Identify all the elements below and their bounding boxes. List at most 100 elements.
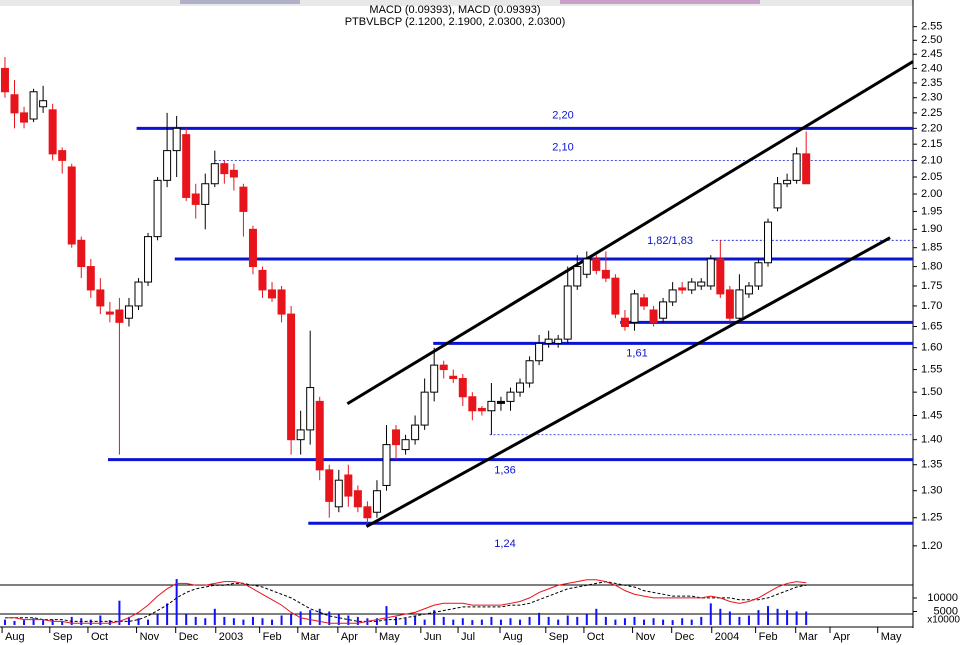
level-label: 1,36 — [494, 465, 515, 477]
candle-body — [487, 400, 496, 412]
volume-bar — [375, 618, 378, 625]
y-tick-label: 1.20 — [921, 540, 942, 552]
volume-bar — [805, 611, 808, 625]
candle-body — [306, 387, 315, 431]
candle-body — [725, 289, 734, 319]
candle-body — [582, 258, 591, 275]
x-tick-label: May — [881, 631, 902, 643]
volume-bar — [452, 619, 455, 625]
candle-body — [372, 490, 381, 513]
y-tick-label: 10000 — [927, 592, 958, 604]
candle-body — [744, 285, 753, 295]
candle-body — [96, 289, 105, 307]
candle-body — [687, 281, 696, 291]
volume-bar — [166, 603, 169, 625]
candle-body — [239, 186, 248, 212]
level-label: 2,10 — [552, 141, 573, 153]
volume-bar — [566, 615, 569, 625]
volume-bar — [547, 616, 550, 625]
y-tick-label: 2.10 — [921, 154, 942, 166]
volume-bar — [175, 579, 178, 625]
y-tick-label: 2.45 — [921, 48, 942, 60]
candle-body — [210, 163, 219, 185]
candle-body — [468, 396, 477, 412]
x-tick-label: Feb — [759, 631, 778, 643]
x-tick-label: May — [379, 631, 400, 643]
x-tick-label: Nov — [636, 631, 656, 643]
volume-bar — [395, 616, 398, 625]
candle-body — [277, 289, 286, 315]
candle-body — [287, 313, 296, 441]
candle-body — [10, 94, 19, 114]
volume-bar — [51, 619, 54, 625]
volume-bar — [690, 619, 693, 625]
candle-body — [382, 444, 391, 486]
volume-bar — [557, 619, 560, 625]
x-tick-label: 2004 — [715, 631, 739, 643]
volume-bar — [194, 616, 197, 625]
volume-bar — [61, 620, 64, 625]
x-tick-label: Mar — [799, 631, 818, 643]
x-tick-label: Apr — [833, 631, 850, 643]
candle-body — [802, 153, 811, 185]
candle-body — [296, 429, 305, 441]
candle-body — [573, 266, 582, 287]
candle-body — [668, 289, 677, 303]
candle-body — [248, 228, 257, 268]
volume-bar — [242, 619, 245, 625]
volume-bar — [461, 618, 464, 625]
candle-body — [401, 439, 410, 451]
y-tick-label: 2.40 — [921, 62, 942, 74]
volume-bar — [318, 608, 321, 625]
candle-body — [39, 100, 48, 108]
candle-body — [420, 391, 429, 426]
candle-body — [439, 364, 448, 371]
volume-bar — [223, 616, 226, 625]
x-tick-label: Sep — [53, 631, 73, 643]
candle-body — [620, 317, 629, 328]
candle-body — [191, 193, 200, 205]
x-tick-label: Aug — [5, 631, 25, 643]
y-tick-label: 1.70 — [921, 300, 942, 312]
candle-body — [58, 150, 67, 161]
y-tick-label: 1.40 — [921, 434, 942, 446]
y-tick-label: 1.45 — [921, 409, 942, 421]
toolbar-strip — [180, 0, 300, 4]
candle-body — [124, 305, 133, 319]
volume-bar — [42, 620, 45, 625]
y-tick-label: 1.35 — [921, 459, 942, 471]
candle-body — [544, 338, 553, 344]
volume-bar — [108, 620, 111, 625]
toolbar-strip — [560, 0, 760, 4]
volume-bar — [356, 616, 359, 625]
candle-body — [115, 309, 124, 323]
candle-body — [630, 293, 639, 323]
candle-body — [516, 382, 525, 393]
candle-body — [554, 338, 563, 344]
candle-body — [258, 269, 267, 291]
candle-body — [134, 281, 143, 307]
volume-bar — [623, 618, 626, 625]
candle-body — [592, 258, 601, 271]
x-tick-label: Dec — [675, 631, 695, 643]
candle-body — [640, 297, 649, 307]
y-tick-label: 5000 — [934, 605, 958, 617]
y-tick-label: 2.30 — [921, 92, 942, 104]
x-tick-label: Aug — [503, 631, 523, 643]
candle-body — [764, 221, 773, 264]
candle-body — [525, 360, 534, 384]
volume-bar — [156, 614, 159, 625]
candle-body — [477, 407, 486, 412]
level-label: 1,24 — [494, 538, 515, 550]
volume-bar — [385, 606, 388, 625]
volume-bar — [433, 610, 436, 625]
y-tick-label: 2.50 — [921, 34, 942, 46]
volume-bar — [99, 615, 102, 625]
volume-bar — [719, 608, 722, 625]
y-tick-label: 2.25 — [921, 107, 942, 119]
volume-bar — [280, 615, 283, 625]
candle-body — [153, 179, 162, 238]
volume-bar — [232, 618, 235, 625]
x-tick-label: Oct — [587, 631, 604, 643]
